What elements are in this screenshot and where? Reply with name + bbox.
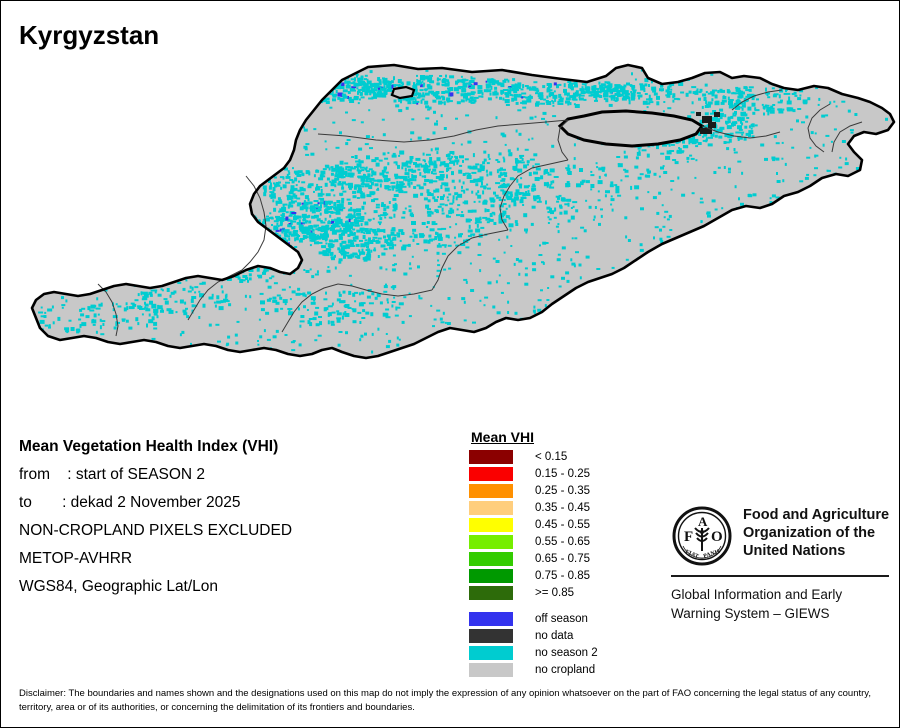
fao-name-line1: Food and Agriculture <box>743 507 890 523</box>
disclaimer-text: Disclaimer: The boundaries and names sho… <box>19 688 871 713</box>
fao-logo-icon: F A O FIAT PANIS <box>672 506 732 566</box>
legend-class-row: 0.75 - 0.85 <box>469 568 659 584</box>
legend-class-label: 0.35 - 0.45 <box>535 502 590 514</box>
legend-class-label: 0.25 - 0.35 <box>535 485 590 497</box>
info-projection: WGS84, Geographic Lat/Lon <box>19 578 219 595</box>
legend-class-label: >= 0.85 <box>535 587 575 599</box>
legend-class-swatch <box>469 484 513 498</box>
info-from: from : start of SEASON 2 <box>19 466 206 483</box>
info-exclusion: NON-CROPLAND PIXELS EXCLUDED <box>19 522 293 539</box>
legend-special-label: no data <box>535 630 574 642</box>
legend-class-label: 0.55 - 0.65 <box>535 536 590 548</box>
legend-title: Mean VHI <box>471 429 535 445</box>
legend-class-swatch <box>469 552 513 566</box>
legend-class-label: 0.75 - 0.85 <box>535 570 590 582</box>
legend-special-swatch <box>469 646 513 660</box>
legend-special-swatch <box>469 629 513 643</box>
giews-line1: Global Information and Early <box>671 587 843 602</box>
legend-special-label: no cropland <box>535 664 596 676</box>
legend-special-label: off season <box>535 613 588 625</box>
legend-class-label: 0.65 - 0.75 <box>535 553 590 565</box>
legend-class-swatch <box>469 518 513 532</box>
legend-special-row: no cropland <box>469 662 659 678</box>
admin-boundaries-layer <box>97 89 863 337</box>
legend-special-row: no data <box>469 628 659 644</box>
legend-class-row: < 0.15 <box>469 449 659 465</box>
legend-class-row: 0.65 - 0.75 <box>469 551 659 567</box>
legend-class-swatch <box>469 569 513 583</box>
legend-class-row: 0.35 - 0.45 <box>469 500 659 516</box>
svg-text:PANIS: PANIS <box>703 549 722 560</box>
legend-class-row: 0.55 - 0.65 <box>469 534 659 550</box>
info-sensor: METOP-AVHRR <box>19 550 133 567</box>
fao-divider <box>671 575 889 577</box>
map-info-block: Mean Vegetation Health Index (VHI) from … <box>19 433 439 601</box>
map-legend: Mean VHI < 0.15 0.15 - 0.25 0.25 - 0.35 0.3… <box>469 429 659 679</box>
legend-special-list: off season no data no season 2 no cropland <box>469 611 659 678</box>
legend-special-label: no season 2 <box>535 647 598 659</box>
legend-class-label: < 0.15 <box>535 451 568 463</box>
giews-line2: Warning System – GIEWS <box>671 606 830 621</box>
fao-name-line2: Organization of the <box>743 525 876 541</box>
legend-special-row: off season <box>469 611 659 627</box>
legend-special-swatch <box>469 612 513 626</box>
legend-class-label: 0.15 - 0.25 <box>535 468 590 480</box>
legend-class-row: 0.45 - 0.55 <box>469 517 659 533</box>
legend-class-row: 0.15 - 0.25 <box>469 466 659 482</box>
legend-class-swatch <box>469 450 513 464</box>
fao-name-block: Food and Agriculture Organization of the… <box>743 506 889 560</box>
svg-text:F: F <box>684 529 693 545</box>
country-border <box>30 63 896 360</box>
svg-text:O: O <box>711 529 723 545</box>
lake-song-kul <box>390 85 416 100</box>
fao-branding: F A O FIAT PANIS Food and Agriculture Or… <box>671 506 891 623</box>
page-title: Kyrgyzstan <box>19 20 160 50</box>
map-canvas <box>2 56 899 411</box>
legend-class-list: < 0.15 0.15 - 0.25 0.25 - 0.35 0.35 - 0.45 0… <box>469 449 659 601</box>
fao-name-line3: United Nations <box>743 543 846 559</box>
lake-issyk-kul <box>557 109 705 148</box>
legend-class-row: >= 0.85 <box>469 585 659 601</box>
legend-special-swatch <box>469 663 513 677</box>
legend-class-swatch <box>469 467 513 481</box>
kyrgyzstan-map-svg <box>30 63 896 360</box>
info-to: to : dekad 2 November 2025 <box>19 494 241 511</box>
info-heading: Mean Vegetation Health Index (VHI) <box>19 438 279 455</box>
legend-class-swatch <box>469 501 513 515</box>
svg-text:FIAT: FIAT <box>684 549 699 560</box>
legend-class-row: 0.25 - 0.35 <box>469 483 659 499</box>
no-data-pixels <box>696 112 720 134</box>
legend-class-swatch <box>469 586 513 600</box>
legend-class-swatch <box>469 535 513 549</box>
legend-class-label: 0.45 - 0.55 <box>535 519 590 531</box>
svg-text:A: A <box>698 514 708 529</box>
giews-block: Global Information and Early Warning Sys… <box>671 585 891 623</box>
legend-special-row: no season 2 <box>469 645 659 661</box>
